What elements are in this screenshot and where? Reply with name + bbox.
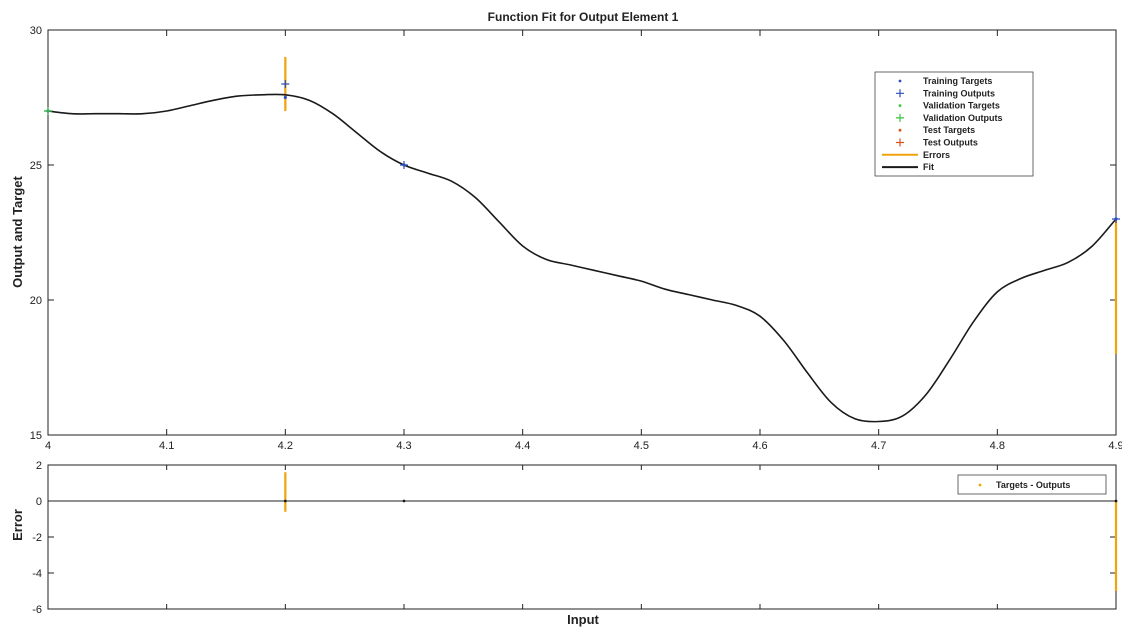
error-point: [402, 499, 406, 503]
training-output-point: [400, 161, 408, 169]
top-y-axis-label: Output and Target: [10, 175, 25, 287]
legend-label: Errors: [923, 150, 950, 160]
top-y-tick-label: 15: [30, 430, 42, 442]
error-point: [1114, 499, 1118, 503]
legend-marker: [896, 138, 904, 147]
error-point: [283, 499, 287, 503]
top-x-tick-label: 4.7: [871, 440, 886, 452]
bottom-y-tick-label: 2: [36, 460, 42, 472]
top-x-tick-label: 4.2: [278, 440, 293, 452]
top-legend-box: [874, 71, 1034, 177]
bottom-y-tick-label: 0: [36, 496, 42, 508]
legend-label: Test Outputs: [923, 138, 978, 148]
legend-label: Validation Targets: [923, 101, 1000, 111]
legend-label: Targets - Outputs: [996, 480, 1070, 490]
legend-marker: [898, 104, 902, 107]
top-x-tick-label: 4.5: [634, 440, 649, 452]
legend-marker: [898, 79, 902, 83]
bottom-y-tick-label: -2: [32, 532, 42, 544]
top-y-tick-label: 20: [30, 295, 42, 307]
bottom-data-points: [283, 499, 1118, 503]
legend-label: Training Targets: [923, 76, 992, 86]
legend-marker: [898, 128, 902, 132]
top-x-tick-label: 4.8: [990, 440, 1005, 452]
bottom-error-bars: [284, 472, 1118, 591]
top-legend: Training Targets Training Outputs Validati…: [874, 71, 1034, 177]
fit-line: [47, 93, 1117, 423]
bottom-legend: Targets - Outputs: [957, 474, 1107, 495]
bottom-plot-frame: [47, 464, 1117, 610]
legend-marker: [896, 113, 904, 122]
top-axis-ticks: 4 4.1 4.2 4.3 4.4 4.5 4.6 4.7 4.8 4.9 15 20 25 30: [30, 25, 1122, 452]
training-target-point: [283, 95, 287, 100]
top-x-tick-label: 4: [45, 440, 51, 452]
legend-label: Validation Outputs: [923, 113, 1003, 123]
validation-output-point: [44, 107, 52, 115]
top-data-points: [44, 80, 1120, 223]
bottom-plot-area: -6 -4 -2 0 2 Targets - Outputs: [32, 460, 1118, 616]
legend-label: Training Outputs: [923, 88, 995, 98]
training-output-point: [281, 80, 290, 88]
top-plot-area: 4 4.1 4.2 4.3 4.4 4.5 4.6 4.7 4.8 4.9 15 20 25 30 Tra…: [30, 25, 1122, 452]
top-x-tick-label: 4.4: [515, 440, 530, 452]
legend-marker: [978, 483, 982, 487]
chart-title: Function Fit for Output Element 1: [488, 10, 679, 24]
legend-label: Test Targets: [923, 125, 975, 135]
bottom-axis-ticks: -6 -4 -2 0 2: [32, 460, 1117, 616]
top-x-tick-label: 4.3: [396, 440, 411, 452]
legend-marker: [896, 89, 904, 98]
training-output-point: [1112, 215, 1120, 223]
top-x-tick-label: 4.6: [752, 440, 767, 452]
top-x-tick-label: 4.1: [159, 440, 174, 452]
bottom-y-axis-label: Error: [10, 509, 25, 541]
top-y-tick-label: 30: [30, 25, 42, 37]
top-y-tick-label: 25: [30, 160, 42, 172]
top-x-tick-label: 4.9: [1108, 440, 1122, 452]
bottom-x-axis-label: Input: [567, 612, 599, 627]
bottom-y-tick-label: -6: [32, 604, 42, 616]
bottom-y-tick-label: -4: [32, 568, 42, 580]
legend-label: Fit: [923, 162, 934, 172]
bottom-legend-box: [957, 474, 1107, 495]
